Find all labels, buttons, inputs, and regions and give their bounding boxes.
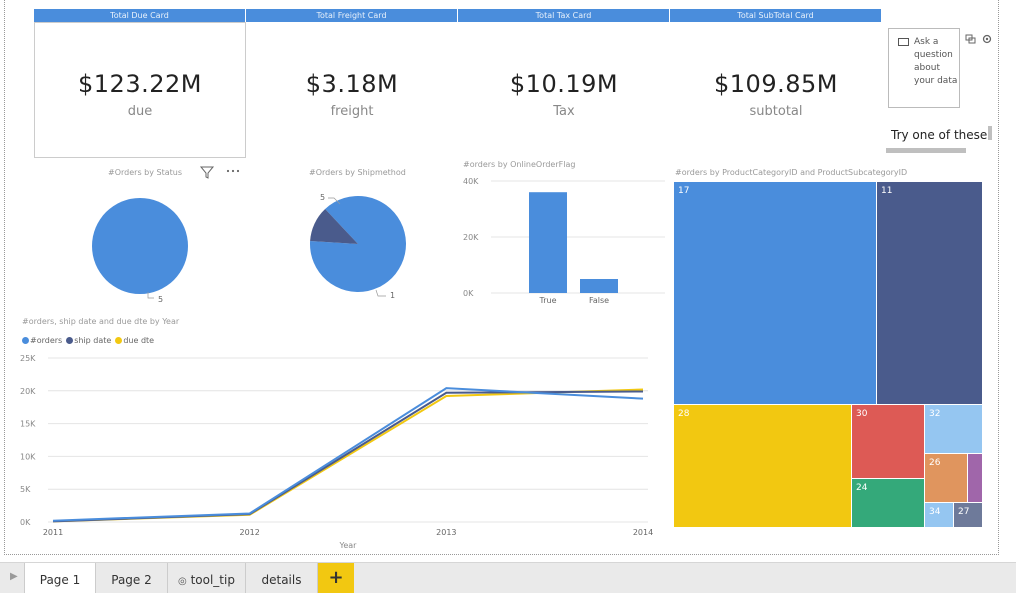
- line-series--orders[interactable]: [52, 387, 644, 522]
- treemap-label: 30: [856, 409, 868, 419]
- chat-icon: [898, 38, 909, 46]
- pie-label: 5: [320, 193, 325, 202]
- card-value-subtotal: $109.85M: [714, 70, 838, 98]
- bar-orders-by-onlineflag[interactable]: 0K 20K 40K True False: [455, 175, 670, 310]
- card-label-freight: freight: [330, 104, 374, 119]
- line-y-tick: 0K: [20, 518, 31, 527]
- line-y-tick: 5K: [20, 485, 31, 494]
- title-orders-by-status: #Orders by Status: [108, 168, 182, 177]
- report-canvas: [4, 0, 999, 555]
- title-orders-treemap: #orders by ProductCategoryID and Product…: [675, 168, 908, 177]
- qa-prompt: Ask a question about your data: [914, 37, 958, 86]
- bar-true[interactable]: [529, 192, 567, 293]
- card-header-subtotal: Total SubTotal Card: [670, 9, 882, 22]
- treemap-cell-24[interactable]: [852, 479, 924, 527]
- try-one-of-these: Try one of these: [891, 128, 988, 142]
- line-orders-by-year[interactable]: 0K 5K 10K 15K 20K 25K 2011 2012 2013 2014 Year: [18, 350, 658, 555]
- qa-toolbar: [965, 34, 992, 44]
- card-header-freight: Total Freight Card: [246, 9, 458, 22]
- treemap-cell-32[interactable]: [925, 405, 982, 453]
- tab-tool-tip[interactable]: ◎ tool_tip: [168, 563, 246, 593]
- legend-item-ship-date[interactable]: ship date: [66, 336, 111, 345]
- bar-y-tick: 0K: [463, 289, 474, 298]
- line-legend: #orders ship date due dte: [22, 336, 154, 345]
- gear-icon[interactable]: [982, 34, 992, 44]
- tooltip-page-icon: ◎: [178, 576, 187, 587]
- tab-details[interactable]: details: [246, 563, 318, 593]
- treemap-label: 28: [678, 409, 690, 419]
- tab-page-1[interactable]: Page 1: [24, 563, 96, 593]
- treemap-label: 24: [856, 483, 868, 493]
- legend-item-orders[interactable]: #orders: [22, 336, 62, 345]
- card-value-due: $123.22M: [78, 70, 202, 98]
- pie-slice-shipmethod-5[interactable]: [310, 209, 358, 244]
- card-label-tax: Tax: [553, 104, 575, 119]
- pie-label: 5: [158, 295, 163, 304]
- add-page-button[interactable]: +: [318, 563, 354, 593]
- treemap-cell-26[interactable]: [925, 454, 967, 502]
- treemap-cell-17[interactable]: [674, 182, 876, 404]
- card-value-tax: $10.19M: [509, 70, 619, 98]
- selected-card-frame[interactable]: [34, 22, 246, 158]
- vertical-scrollbar[interactable]: [988, 126, 992, 140]
- bar-y-tick: 20K: [463, 233, 479, 242]
- line-series-due-dte[interactable]: [52, 388, 644, 523]
- treemap-cell-small[interactable]: [968, 454, 982, 502]
- more-options-icon[interactable]: [226, 169, 240, 173]
- treemap-label: 26: [929, 458, 941, 468]
- legend-dot: [66, 337, 74, 344]
- treemap-cell-34[interactable]: [925, 503, 953, 527]
- tab-nav-left-icon[interactable]: ▶: [10, 571, 18, 582]
- line-y-tick: 15K: [20, 420, 36, 429]
- line-y-tick: 25K: [20, 354, 36, 363]
- treemap-label: 34: [929, 507, 941, 517]
- card-label-due: due: [127, 104, 153, 119]
- title-line-chart: #orders, ship date and due dte by Year: [22, 317, 180, 326]
- bar-x-tick: True: [539, 296, 557, 305]
- card-header-due: Total Due Card: [34, 9, 246, 22]
- pie-leader-line: [147, 292, 154, 299]
- title-orders-by-onlineflag: #orders by OnlineOrderFlag: [463, 160, 576, 169]
- pie-leader-line: [328, 197, 341, 205]
- legend-dot: [115, 337, 123, 344]
- card-label-subtotal: subtotal: [749, 104, 803, 119]
- pie-leader-line: [375, 289, 386, 297]
- card-value-freight: $3.18M: [305, 70, 399, 98]
- legend-dot: [22, 337, 29, 344]
- treemap-cell-11[interactable]: [877, 182, 982, 404]
- treemap-orders[interactable]: 17 11 28 30 32 26 24 34 27: [674, 182, 984, 528]
- page-tabs-bar: ▶ Page 1 Page 2 ◎ tool_tip details +: [0, 562, 1016, 593]
- card-header-tax: Total Tax Card: [458, 9, 670, 22]
- treemap-cell-30[interactable]: [852, 405, 924, 478]
- bar-y-tick: 40K: [463, 177, 479, 186]
- pie-orders-by-status[interactable]: 5: [90, 190, 200, 305]
- treemap-label: 11: [881, 186, 892, 196]
- line-x-tick: 2012: [239, 528, 259, 537]
- filter-icon[interactable]: [199, 166, 215, 179]
- bar-false[interactable]: [580, 279, 618, 293]
- line-y-tick: 10K: [20, 452, 36, 461]
- treemap-cell-27[interactable]: [954, 503, 982, 527]
- tab-tool-tip-label: tool_tip: [190, 573, 235, 587]
- share-icon[interactable]: [965, 34, 976, 44]
- tab-page-2[interactable]: Page 2: [96, 563, 168, 593]
- pie-orders-by-shipmethod[interactable]: 15: [300, 190, 420, 305]
- horizontal-scrollbar[interactable]: [886, 148, 966, 153]
- treemap-label: 17: [678, 186, 689, 196]
- line-x-tick: 2013: [436, 528, 456, 537]
- visual-header-icons: [199, 166, 240, 179]
- line-x-tick: 2011: [43, 528, 63, 537]
- title-orders-by-shipmethod: #Orders by Shipmethod: [309, 168, 406, 177]
- line-y-tick: 20K: [20, 387, 36, 396]
- bar-x-tick: False: [589, 296, 609, 305]
- pie-label: 1: [390, 291, 395, 300]
- treemap-cell-28[interactable]: [674, 405, 851, 527]
- line-x-tick: 2014: [633, 528, 653, 537]
- pie-slice-status-5[interactable]: [92, 198, 188, 294]
- line-x-axis-label: Year: [339, 541, 358, 550]
- treemap-label: 27: [958, 507, 969, 517]
- treemap-label: 32: [929, 409, 940, 419]
- qa-visual[interactable]: Ask a question about your data: [888, 28, 960, 108]
- legend-item-due-dte[interactable]: due dte: [115, 336, 154, 345]
